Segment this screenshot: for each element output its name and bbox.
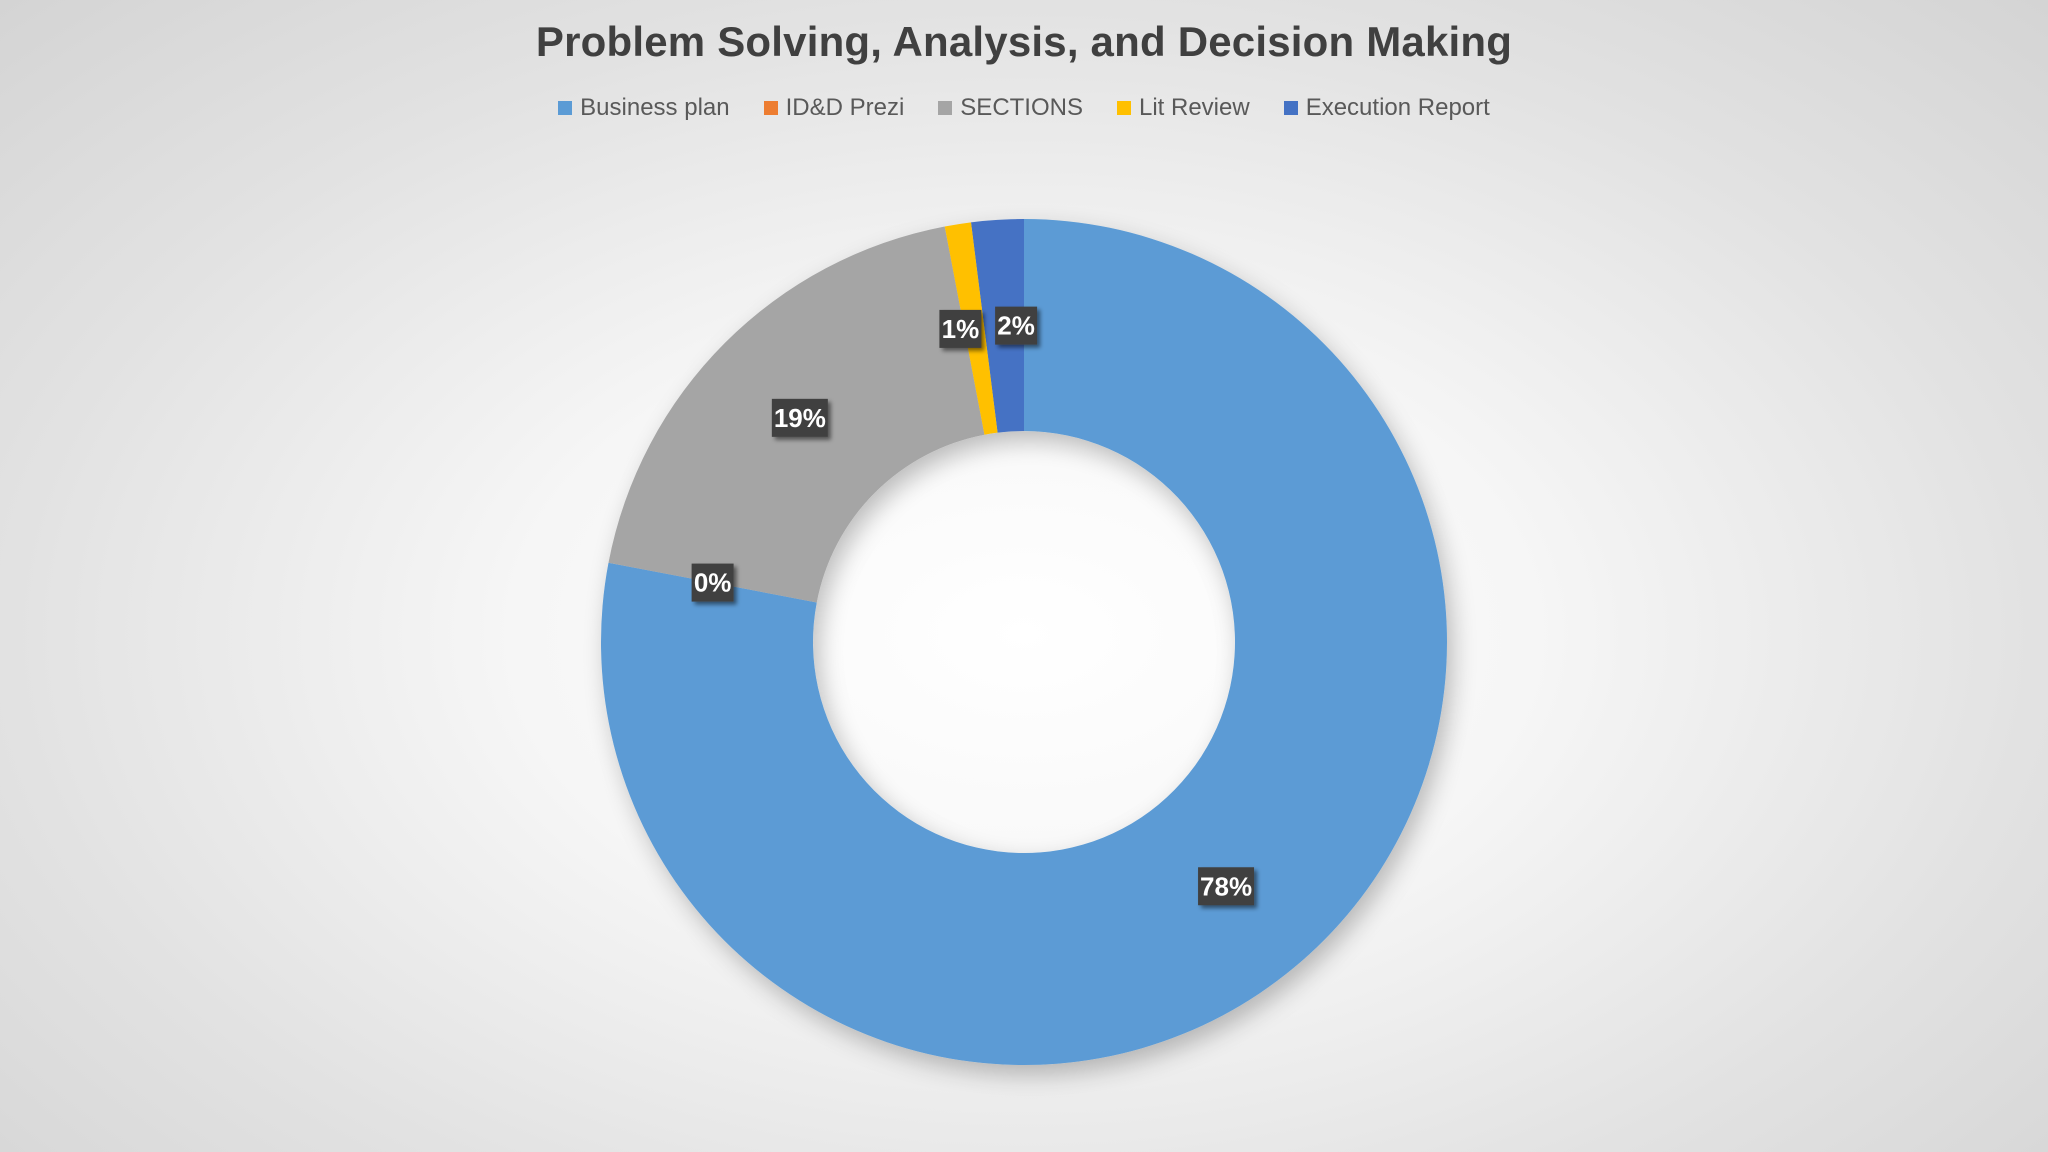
data-label-background <box>771 398 828 437</box>
legend-label: ID&D Prezi <box>785 94 905 121</box>
data-label-text: 78% <box>1200 871 1252 901</box>
legend-item: SECTIONS <box>938 94 1083 122</box>
legend-item: ID&D Prezi <box>763 94 905 122</box>
legend-label: Business plan <box>580 94 730 121</box>
legend-swatch <box>763 101 778 115</box>
data-label: 2% <box>995 306 1038 345</box>
legend-item: Execution Report <box>1283 94 1490 122</box>
legend-label: Execution Report <box>1305 94 1490 121</box>
legend-item: Business plan <box>558 94 730 122</box>
legend-label: Lit Review <box>1138 94 1250 121</box>
legend-swatch <box>558 101 573 115</box>
chart-title: Problem Solving, Analysis, and Decision … <box>535 18 1513 65</box>
legend-swatch <box>938 101 953 115</box>
data-label-background <box>995 306 1038 345</box>
data-label-text: 2% <box>997 311 1035 341</box>
legend-item: Lit Review <box>1116 94 1250 122</box>
data-label-background <box>691 563 734 602</box>
legend-swatch <box>1116 101 1131 115</box>
data-label-text: 19% <box>774 403 826 433</box>
data-label: 19% <box>771 398 828 437</box>
data-label: 1% <box>939 309 982 348</box>
data-label: 0% <box>691 563 734 602</box>
chart-legend: Business plan ID&D Prezi SECTIONS Lit Revie… <box>0 94 2048 122</box>
data-label: 78% <box>1198 867 1255 906</box>
data-label-text: 1% <box>942 314 980 344</box>
data-label-text: 0% <box>694 568 732 598</box>
donut-slice <box>600 219 1447 1066</box>
legend-label: SECTIONS <box>960 94 1083 121</box>
data-label-background <box>1198 867 1255 906</box>
legend-swatch <box>1283 101 1298 115</box>
data-label-background <box>939 309 982 348</box>
